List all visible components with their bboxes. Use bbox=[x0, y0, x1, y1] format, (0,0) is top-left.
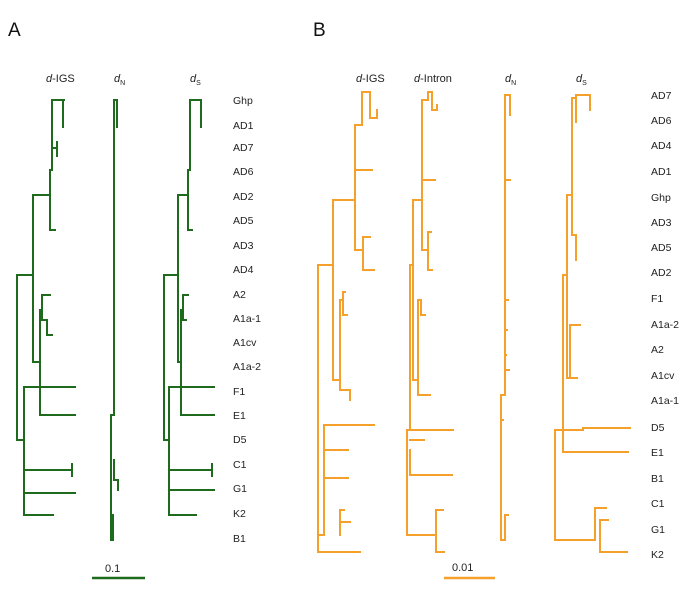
panel-b-taxa: AD7 AD6 AD4 AD1 Ghp AD3 AD5 AD2 F1 A1a-2… bbox=[651, 90, 679, 561]
taxon-label: K2 bbox=[651, 549, 664, 561]
taxon-label: B1 bbox=[233, 533, 246, 545]
panel-a-tree-digs bbox=[16, 99, 76, 516]
panel-a-col-ds-title: dS bbox=[190, 73, 201, 87]
panel-b-scale-label: 0.01 bbox=[452, 562, 473, 574]
taxon-label: C1 bbox=[651, 498, 665, 510]
panel-b-tree-dintron bbox=[406, 91, 454, 553]
taxon-label: E1 bbox=[651, 447, 664, 459]
taxon-label: AD7 bbox=[233, 142, 254, 154]
panel-b-tree-ds bbox=[554, 94, 631, 553]
taxon-label: Ghp bbox=[233, 95, 253, 107]
taxon-label: E1 bbox=[233, 410, 246, 422]
taxon-label: AD1 bbox=[233, 120, 254, 132]
panel-b: B d-IGS d-Intron dN dS AD7 AD6 AD4 AD1 G… bbox=[313, 20, 679, 580]
taxon-label: D5 bbox=[651, 422, 665, 434]
panel-a-letter: A bbox=[8, 20, 21, 41]
taxon-label: B1 bbox=[651, 473, 664, 485]
taxon-label: AD4 bbox=[651, 140, 672, 152]
panel-a-col-digs-title: d-IGS bbox=[46, 73, 75, 85]
panel-b-tree-dn bbox=[500, 94, 511, 541]
panel-b-letter: B bbox=[313, 20, 326, 41]
taxon-label: AD7 bbox=[651, 90, 672, 102]
taxon-label: AD6 bbox=[233, 166, 254, 178]
taxon-label: Ghp bbox=[651, 192, 671, 204]
taxon-label: A2 bbox=[233, 289, 246, 301]
panel-a: A d-IGS dN dS Ghp AD1 AD7 AD6 AD2 AD5 AD… bbox=[8, 20, 261, 580]
taxon-label: AD5 bbox=[233, 215, 254, 227]
panel-b-col-dintron-title: d-Intron bbox=[414, 73, 452, 85]
taxon-label: F1 bbox=[233, 386, 245, 398]
taxon-label: F1 bbox=[651, 293, 663, 305]
taxon-label: A1a-1 bbox=[651, 395, 679, 407]
taxon-label: A2 bbox=[651, 344, 664, 356]
panel-a-taxa: Ghp AD1 AD7 AD6 AD2 AD5 AD3 AD4 A2 A1a-1… bbox=[233, 95, 261, 545]
taxon-label: A1a-1 bbox=[233, 313, 261, 325]
panel-b-col-digs-title: d-IGS bbox=[356, 73, 385, 85]
taxon-label: K2 bbox=[233, 508, 246, 520]
taxon-label: D5 bbox=[233, 434, 247, 446]
taxon-label: G1 bbox=[233, 483, 247, 495]
taxon-label: AD3 bbox=[233, 240, 254, 252]
taxon-label: AD2 bbox=[233, 191, 254, 203]
taxon-label: A1a-2 bbox=[651, 319, 679, 331]
taxon-label: A1cv bbox=[651, 370, 675, 382]
taxon-label: AD5 bbox=[651, 242, 672, 254]
taxon-label: AD6 bbox=[651, 115, 672, 127]
panel-a-col-dn-title: dN bbox=[114, 73, 125, 87]
taxon-label: AD2 bbox=[651, 267, 672, 279]
taxon-label: A1cv bbox=[233, 337, 257, 349]
panel-a-tree-dn bbox=[110, 99, 119, 541]
panel-b-tree-digs bbox=[317, 91, 378, 553]
panel-b-col-dn-title: dN bbox=[505, 73, 516, 87]
taxon-label: G1 bbox=[651, 524, 665, 536]
taxon-label: A1a-2 bbox=[233, 361, 261, 373]
taxon-label: C1 bbox=[233, 459, 247, 471]
taxon-label: AD3 bbox=[651, 217, 672, 229]
panel-a-scale-label: 0.1 bbox=[105, 563, 120, 575]
panel-a-tree-ds bbox=[163, 99, 215, 516]
taxon-label: AD4 bbox=[233, 264, 254, 276]
taxon-label: AD1 bbox=[651, 166, 672, 178]
panel-b-col-ds-title: dS bbox=[576, 73, 587, 87]
